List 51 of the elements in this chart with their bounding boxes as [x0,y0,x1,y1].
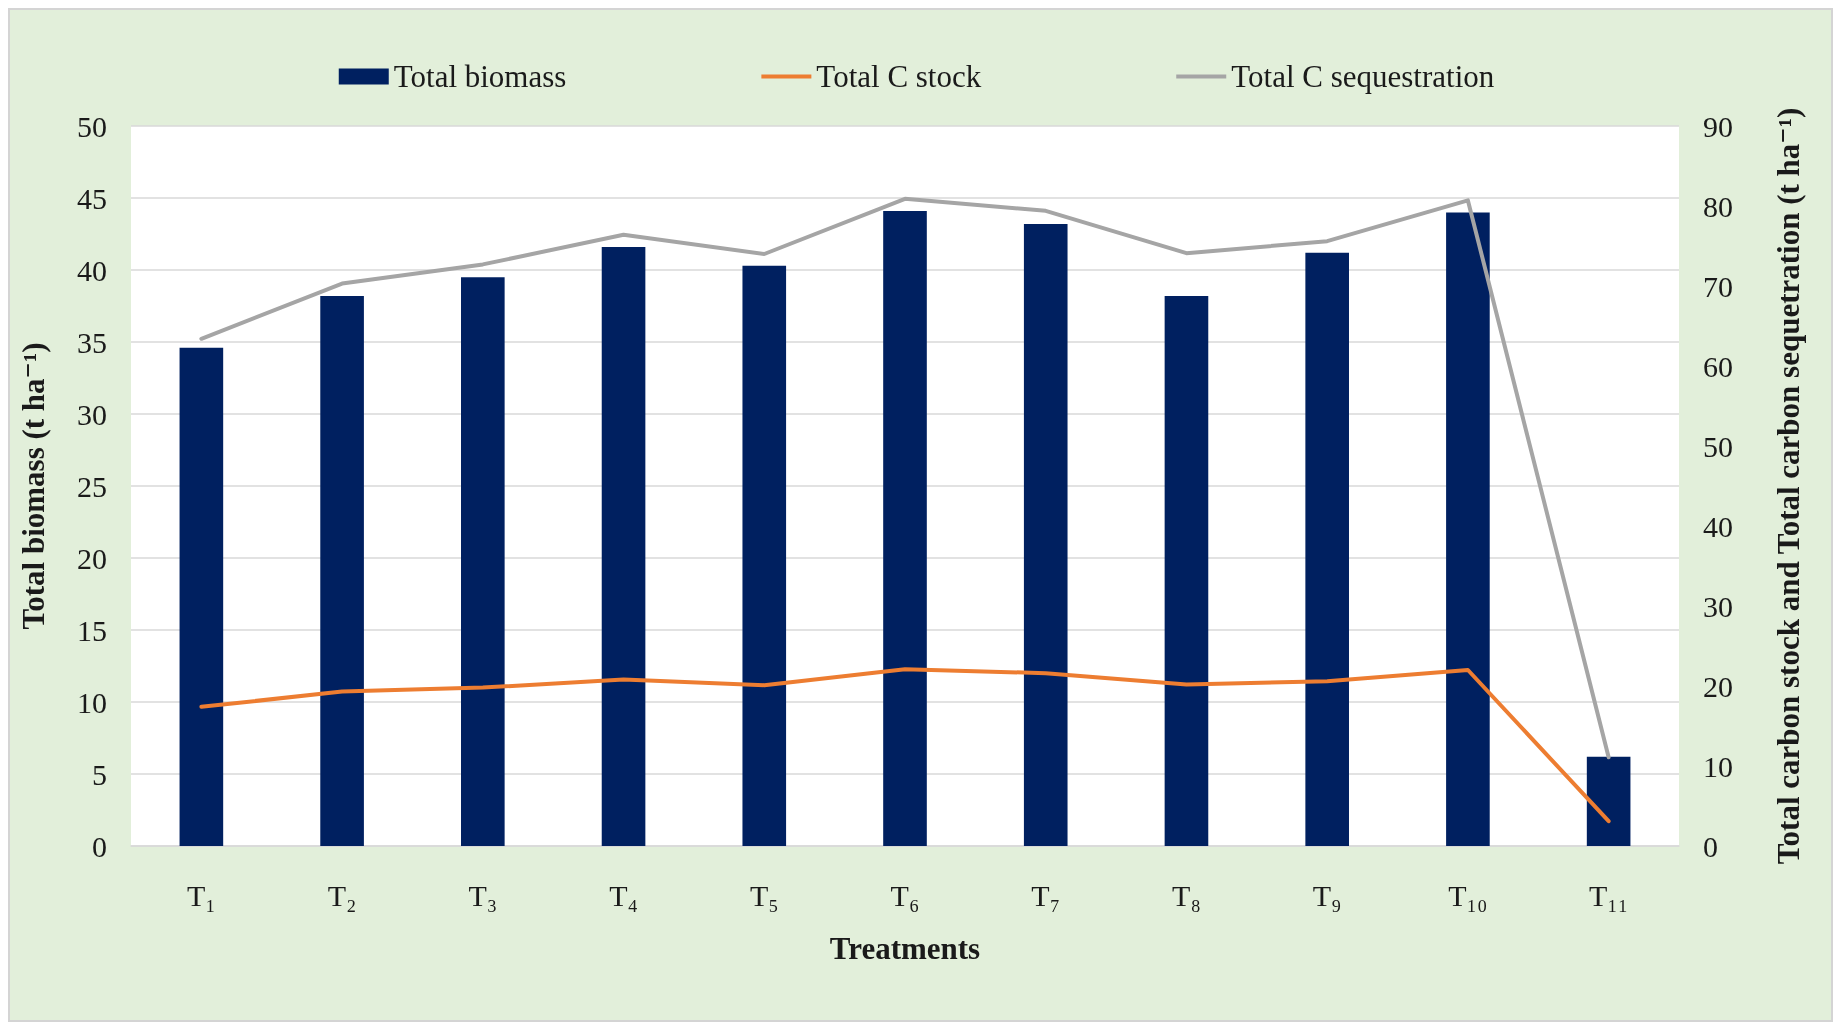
y-tick-label: 40 [77,253,107,287]
y2-tick-label: 50 [1703,429,1733,463]
x-tick-label: T₄ [609,878,638,912]
y-tick-label: 5 [92,757,107,791]
y2-tick-label: 90 [1703,109,1733,143]
x-axis-title: Treatments [829,931,981,966]
y-tick-label: 30 [77,397,107,431]
y2-tick-label: 20 [1703,669,1733,703]
y2-tick-label: 80 [1703,189,1733,223]
bar [1164,295,1209,846]
legend-label: Total biomass [393,59,567,94]
bar [320,295,364,846]
y2-tick-label: 0 [1703,829,1718,863]
line-series [199,667,1611,824]
y-tick-label: 35 [77,325,107,359]
x-tick-label: T₁₁ [1589,878,1629,912]
y2-tick-label: 10 [1703,749,1733,783]
bar [1446,212,1490,846]
y-tick-label: 0 [92,829,107,863]
y-tick-label: 15 [77,613,107,647]
y-tick-label: 50 [77,109,107,143]
y-tick-label: 45 [77,181,107,215]
y2-tick-label: 70 [1703,269,1733,303]
bar [601,246,646,846]
bar [742,265,787,846]
x-tick-label: T₉ [1312,878,1342,912]
x-tick-label: T₅ [749,878,779,912]
x-tick-label: T₇ [1031,878,1061,912]
bar [1023,223,1068,846]
y-axis-title: Total biomass (t ha⁻¹) [16,342,51,630]
x-tick-label: T₁ [186,878,216,912]
y2-axis-title: Total carbon stock and Total carbon sequetration (t ha⁻¹) [1771,107,1806,865]
x-tick-label: T₁₀ [1448,878,1488,912]
bar [1586,756,1631,846]
y-tick-label: 10 [77,685,107,719]
x-tick-label: T₆ [890,878,920,912]
y2-tick-label: 30 [1703,589,1733,623]
x-tick-label: T₂ [327,878,357,912]
y2-tick-label: 60 [1703,349,1733,383]
bar [461,277,505,846]
y-tick-label: 25 [77,469,107,503]
x-tick-label: T₈ [1172,878,1201,912]
line-series [199,196,1611,760]
bar [1305,252,1349,846]
y2-tick-label: 40 [1703,509,1733,543]
bar [883,210,927,846]
legend-label: Total C sequestration [1231,59,1495,94]
x-tick-label: T₃ [468,878,498,912]
y-tick-label: 20 [77,541,107,575]
bar [179,347,224,846]
legend-label: Total C stock [816,59,982,94]
